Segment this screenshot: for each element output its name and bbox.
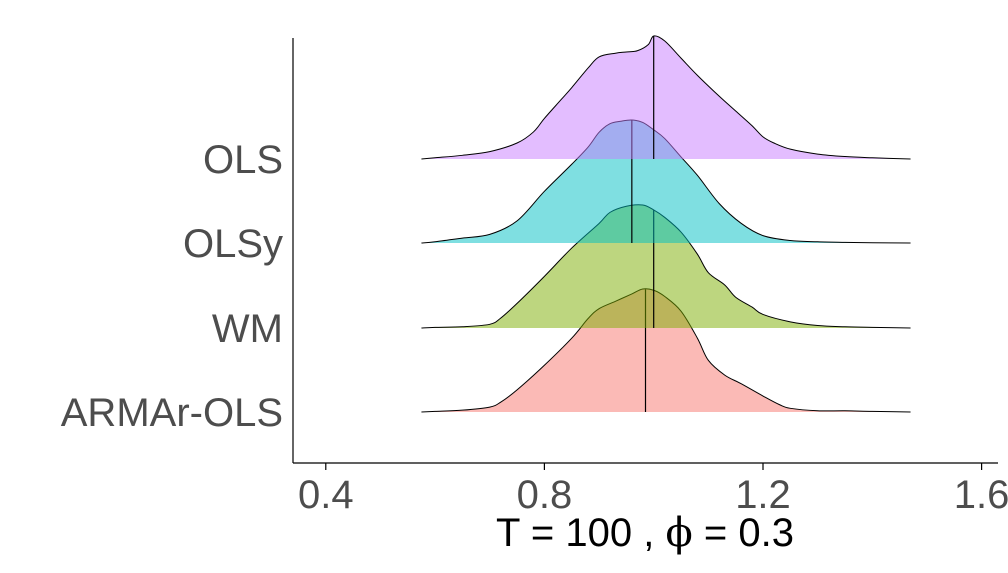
x-tick-label: 1.6 <box>954 473 1008 517</box>
x-title-equals-2: = <box>704 511 738 555</box>
x-title-equals-1: = <box>531 511 565 555</box>
x-tick-label: 1.2 <box>735 473 791 517</box>
y-label-ols: OLS <box>203 138 283 182</box>
x-tick-label: 0.4 <box>298 473 354 517</box>
x-tick-label: 0.8 <box>517 473 573 517</box>
ridge-area-wm <box>421 204 911 328</box>
ridge-area-olsy <box>421 119 911 243</box>
y-label-wm: WM <box>212 307 283 351</box>
x-title-n-symbol: T <box>496 511 520 555</box>
x-title-phi-value: 0.3 <box>738 511 794 555</box>
density-ridges <box>421 35 911 413</box>
ridge-area-armar-ols <box>421 288 911 412</box>
x-axis-title: T = 100 , ϕ = 0.3 <box>496 510 794 556</box>
x-title-comma: , <box>643 511 665 555</box>
ridge-outline-ols <box>421 35 911 160</box>
y-axis-labels: ARMAr-OLS WM OLSy OLS <box>61 138 283 435</box>
x-title-n-value: 100 <box>565 511 632 555</box>
x-title-phi-symbol: ϕ <box>665 510 692 556</box>
ridge-area-ols <box>421 35 911 159</box>
x-axis-ticks: 0.4 0.8 1.2 1.6 <box>298 463 1008 517</box>
ridge-ols <box>421 35 911 160</box>
y-label-armar-ols: ARMAr-OLS <box>61 391 283 435</box>
y-label-olsy: OLSy <box>183 222 283 266</box>
